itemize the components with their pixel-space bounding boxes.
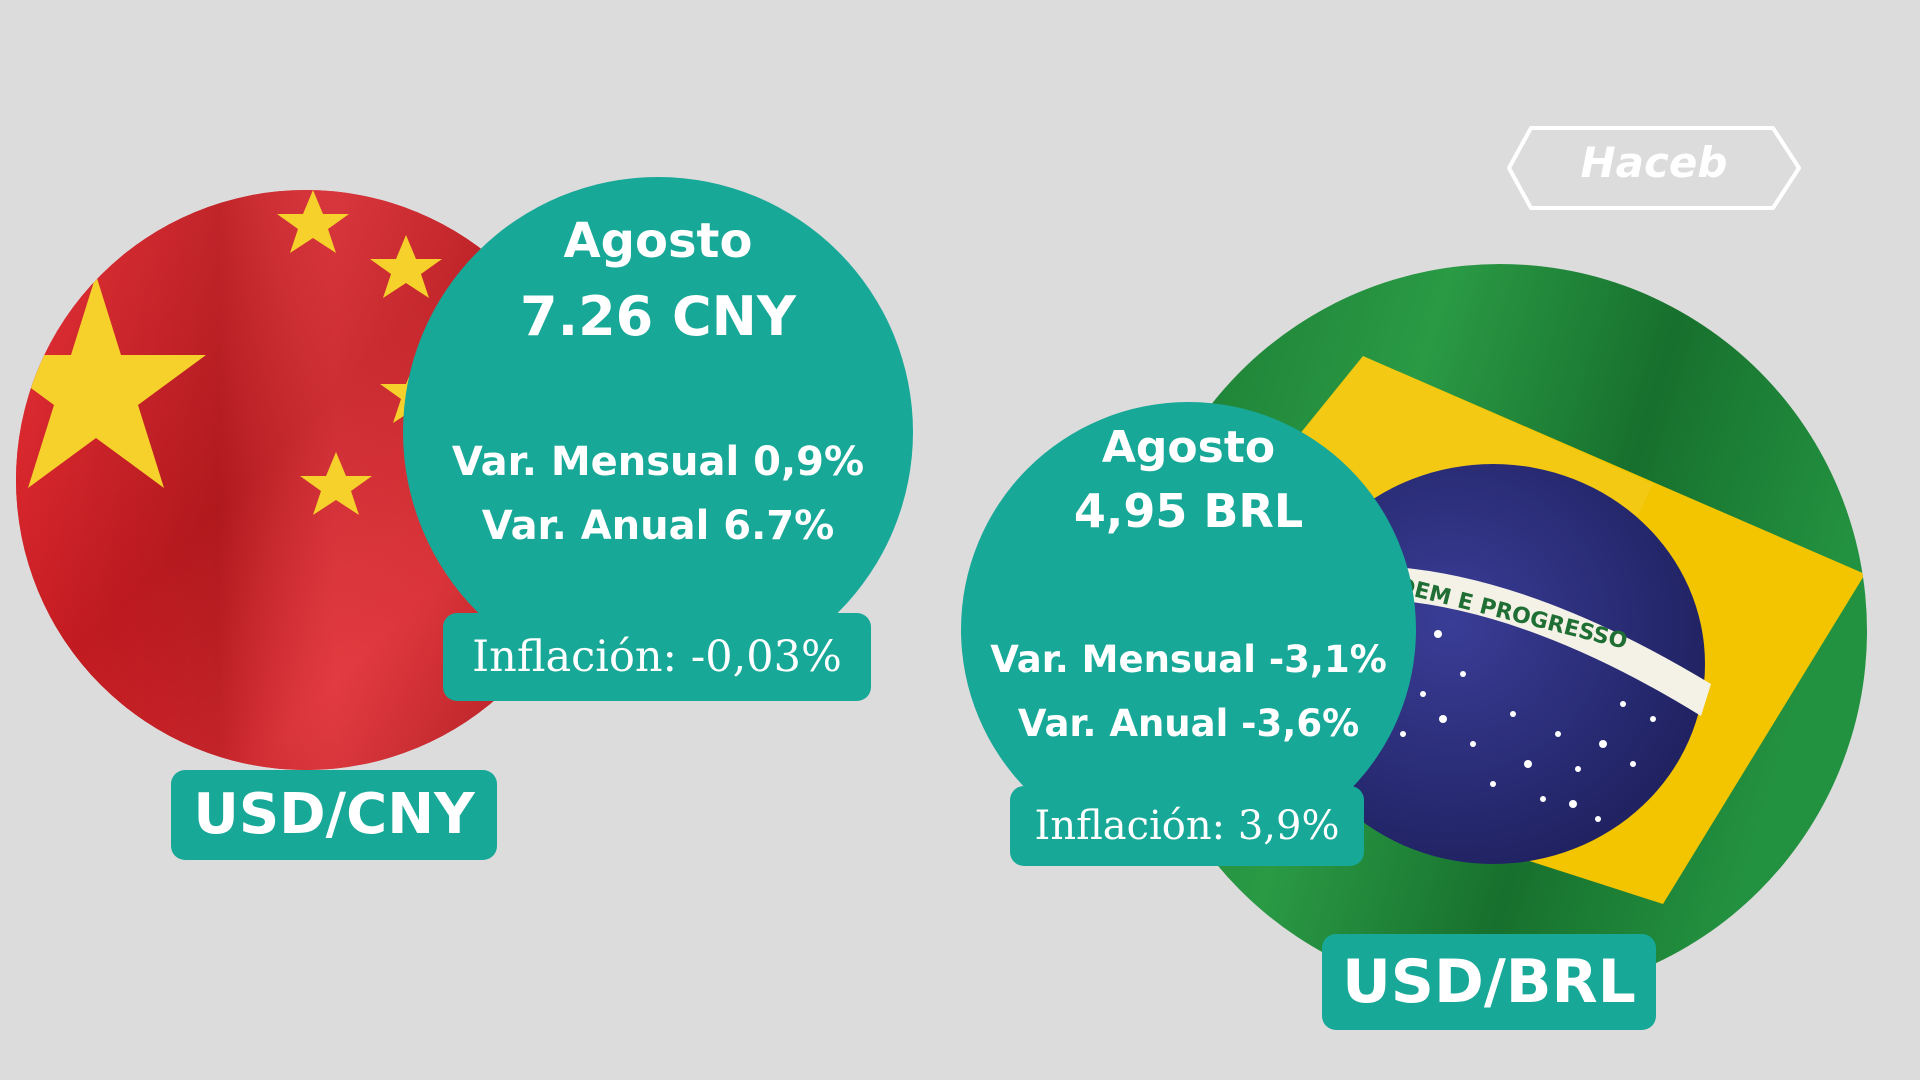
china-small-star-2 bbox=[370, 235, 442, 298]
brazil-stats-bubble: Agosto 4,95 BRL Var. Mensual -3,1% Var. … bbox=[961, 402, 1416, 857]
haceb-logo-text: Haceb bbox=[1580, 138, 1728, 187]
brazil-rate: 4,95 BRL bbox=[1073, 484, 1304, 538]
china-monthly-variation: Var. Mensual 0,9% bbox=[451, 439, 865, 485]
brazil-pair-label: USD/BRL bbox=[1322, 934, 1656, 1030]
china-small-star-1 bbox=[277, 190, 349, 253]
china-inflation-badge: Inflación: -0,03% bbox=[443, 613, 871, 701]
china-small-star-4 bbox=[300, 452, 372, 515]
china-annual-variation: Var. Anual 6.7% bbox=[481, 503, 835, 549]
haceb-logo: Haceb bbox=[1505, 118, 1803, 218]
brazil-annual-variation: Var. Anual -3,6% bbox=[1017, 702, 1360, 745]
china-month: Agosto bbox=[563, 213, 753, 269]
brazil-monthly-variation: Var. Mensual -3,1% bbox=[990, 638, 1387, 681]
china-stats-bubble: Agosto 7.26 CNY Var. Mensual 0,9% Var. A… bbox=[403, 177, 913, 687]
brazil-inflation-badge: Inflación: 3,9% bbox=[1010, 786, 1364, 866]
haceb-logo-outline bbox=[1507, 126, 1801, 210]
china-big-star bbox=[16, 275, 206, 488]
china-pair-label: USD/CNY bbox=[171, 770, 497, 860]
china-rate: 7.26 CNY bbox=[520, 285, 796, 348]
brazil-month: Agosto bbox=[1101, 422, 1276, 473]
